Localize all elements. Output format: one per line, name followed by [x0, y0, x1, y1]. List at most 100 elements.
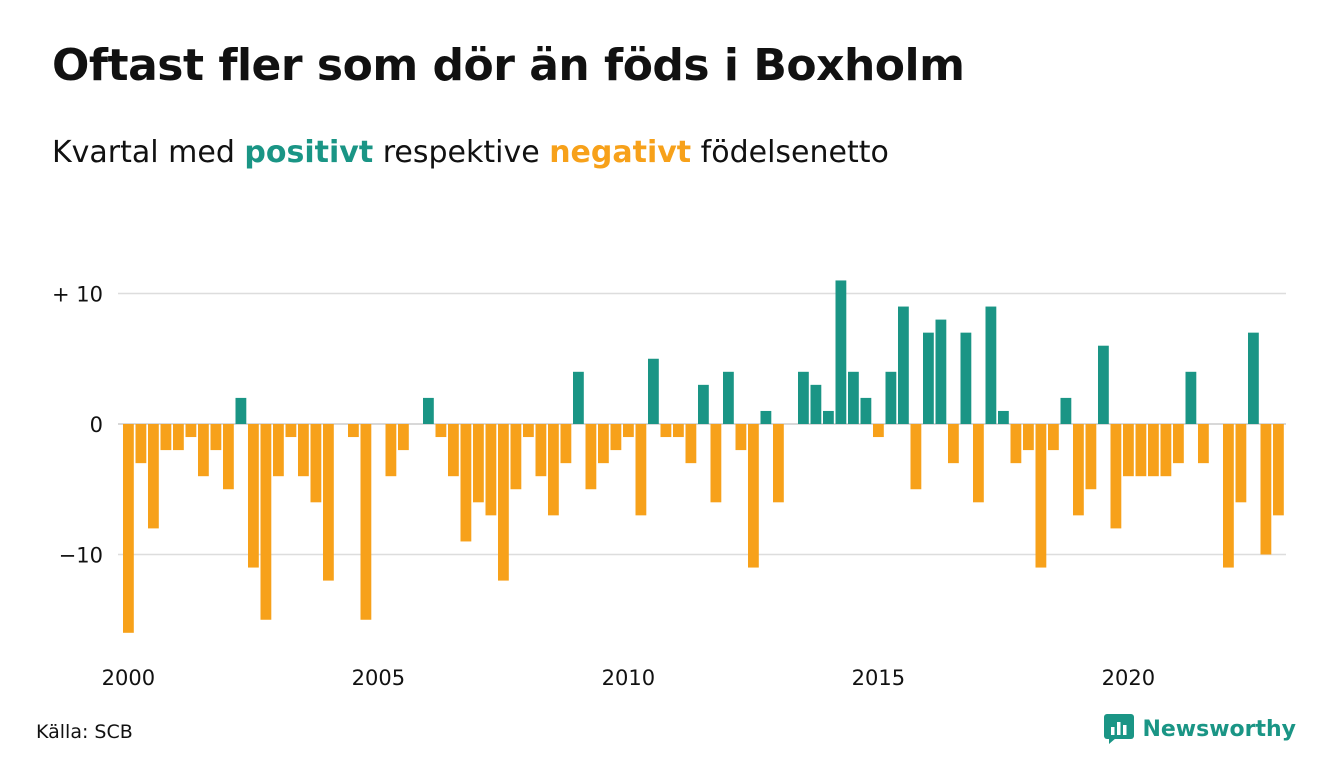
- y-tick-label: −10: [59, 544, 103, 568]
- y-tick-label: 0: [90, 413, 103, 437]
- bar: [1198, 424, 1209, 464]
- bar: [323, 424, 334, 581]
- bar: [460, 424, 472, 542]
- bar: [1010, 424, 1022, 464]
- bar: [248, 424, 259, 568]
- bar: [1273, 424, 1284, 516]
- subtitle-negative-label: negativt: [549, 135, 692, 170]
- bar: [510, 424, 522, 490]
- bar: [948, 424, 959, 464]
- bar: [985, 306, 997, 424]
- x-tick-label: 2020: [1102, 666, 1155, 690]
- bar: [798, 371, 809, 424]
- bar: [360, 424, 372, 620]
- bar: [748, 424, 759, 568]
- y-axis: + 10 0 −10: [52, 283, 103, 568]
- bar: [635, 424, 647, 516]
- bar: [1148, 424, 1159, 477]
- bar: [1048, 424, 1059, 451]
- bar: [623, 424, 634, 438]
- bar: [235, 397, 247, 424]
- source-note: Källa: SCB: [36, 721, 133, 743]
- x-tick-label: 2010: [602, 666, 655, 690]
- bar: [1173, 424, 1184, 464]
- bar: [1123, 424, 1134, 477]
- bar: [598, 424, 609, 464]
- bar: [310, 424, 322, 503]
- bar: [1023, 424, 1034, 451]
- bar: [260, 424, 272, 620]
- bar: [935, 319, 947, 424]
- bar: [448, 424, 459, 477]
- bar: [998, 410, 1009, 424]
- newsworthy-logo-icon: [1104, 714, 1135, 744]
- bar: [173, 424, 184, 451]
- bar: [285, 424, 297, 438]
- bar: [535, 424, 547, 477]
- bar: [1060, 397, 1072, 424]
- bar: [1110, 424, 1122, 529]
- subtitle-middle: respektive: [373, 135, 550, 170]
- bar: [1185, 371, 1197, 424]
- bar: [523, 424, 534, 438]
- bar: [1223, 424, 1234, 568]
- bar: [610, 424, 622, 451]
- bar: [848, 371, 859, 424]
- bar: [385, 424, 397, 477]
- bar: [660, 424, 672, 438]
- bar: [723, 371, 734, 424]
- subtitle-suffix: födelsenetto: [691, 135, 889, 170]
- bar: [923, 332, 934, 424]
- bar: [298, 424, 309, 477]
- bar: [710, 424, 722, 503]
- bar: [698, 384, 709, 424]
- bar: [498, 424, 509, 581]
- bar: [185, 424, 197, 438]
- bar: [548, 424, 559, 516]
- x-tick-label: 2005: [352, 666, 405, 690]
- bar: [1098, 345, 1109, 424]
- bar: [873, 424, 884, 438]
- bar: [760, 410, 772, 424]
- bar: [573, 371, 584, 424]
- bar: [973, 424, 984, 503]
- bars: [123, 280, 1284, 633]
- bar: [823, 410, 834, 424]
- bar: [773, 424, 784, 503]
- bar: [910, 424, 922, 490]
- bar: [885, 371, 897, 424]
- x-tick-label: 2015: [852, 666, 905, 690]
- bar: [1260, 424, 1272, 555]
- bar: [148, 424, 159, 529]
- bar: [473, 424, 484, 503]
- bar: [860, 397, 872, 424]
- bar: [273, 424, 284, 477]
- bar: [435, 424, 447, 438]
- bar: [685, 424, 697, 464]
- bar: [1135, 424, 1147, 477]
- bar: [810, 384, 822, 424]
- y-tick-label: + 10: [52, 283, 103, 307]
- bar: [673, 424, 684, 438]
- bar: [835, 280, 847, 424]
- bar: [960, 332, 972, 424]
- bar: [485, 424, 497, 516]
- bar: [1085, 424, 1097, 490]
- bar: [1035, 424, 1047, 568]
- brand-name: Newsworthy: [1142, 716, 1296, 742]
- x-tick-label: 2000: [102, 666, 155, 690]
- bar: [123, 424, 134, 633]
- bar: [423, 397, 434, 424]
- bar: [135, 424, 147, 464]
- bar-chart: + 10 0 −10 2000 2005 2010 2015 2020: [52, 280, 1286, 690]
- bar: [1235, 424, 1247, 503]
- bar: [1160, 424, 1172, 477]
- x-axis: 2000 2005 2010 2015 2020: [102, 666, 1155, 690]
- bar: [198, 424, 209, 477]
- subtitle-prefix: Kvartal med: [52, 135, 245, 170]
- chart-subtitle: Kvartal med positivt respektive negativt…: [52, 135, 889, 170]
- brand-logo[interactable]: Newsworthy: [1104, 714, 1296, 744]
- bar: [223, 424, 234, 490]
- bar: [1248, 332, 1259, 424]
- bar: [898, 306, 909, 424]
